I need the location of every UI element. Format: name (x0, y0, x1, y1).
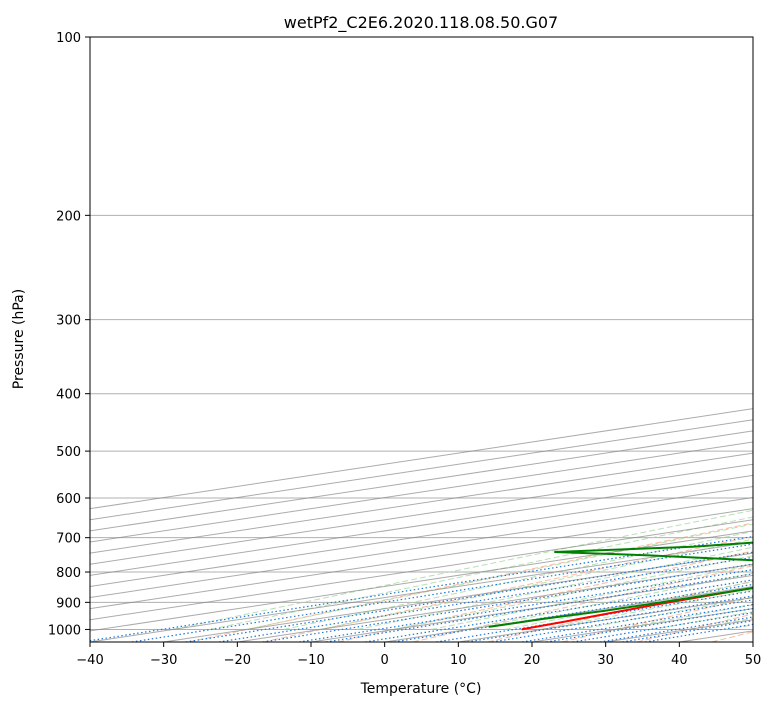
y-tick-label: 600 (56, 492, 81, 507)
x-tick-label: 20 (524, 653, 541, 668)
x-axis-ticks: −40 −30 −20 −10 0 10 20 30 40 50 (76, 642, 761, 668)
isotherm-line (90, 497, 753, 599)
moist-adiabat-line (283, 530, 753, 630)
x-axis-label: Temperature (°C) (360, 681, 482, 697)
mixing-ratio-line (326, 573, 753, 642)
isotherm-line (90, 463, 753, 565)
y-tick-label: 800 (56, 566, 81, 581)
x-tick-label: −30 (150, 653, 177, 668)
x-tick-label: −10 (297, 653, 324, 668)
y-tick-label: 400 (56, 388, 81, 403)
isotherm-line (90, 452, 753, 554)
y-tick-label: 900 (56, 596, 81, 611)
isotherm-line (90, 441, 753, 543)
moist-adiabat-line (210, 516, 753, 630)
moist-adiabat-line (541, 589, 753, 630)
isotherm-line (90, 508, 753, 610)
pressure-gridlines (90, 37, 753, 630)
x-tick-label: 0 (381, 653, 389, 668)
chart-title: wetPf2_C2E6.2020.118.08.50.G07 (284, 13, 558, 33)
plot-frame (89, 36, 754, 643)
mixing-ratio-line (299, 569, 753, 642)
moist-adiabat-line (320, 538, 753, 630)
x-tick-label: 10 (450, 653, 467, 668)
moist-adiabat-line (504, 581, 753, 630)
y-tick-label: 200 (56, 209, 81, 224)
moist-adiabat-line (246, 523, 753, 630)
y-tick-label: 300 (56, 314, 81, 329)
y-tick-label: 100 (56, 31, 81, 46)
moist-adiabats (173, 509, 753, 630)
y-tick-label: 1000 (48, 623, 81, 638)
plot-area: 403020100-100-90-80-70-60-50-40-30-20-10… (90, 37, 753, 642)
isotherm-line (90, 485, 753, 587)
x-tick-label: 30 (597, 653, 614, 668)
dry-adiabat-line (188, 522, 753, 642)
moist-adiabat-line (173, 509, 753, 630)
y-tick-label: 500 (56, 445, 81, 460)
y-axis-ticks: 100 200 300 400 500 600 700 800 900 1000 (48, 31, 90, 638)
mixing-ratio-line (365, 579, 753, 642)
x-tick-label: 50 (745, 653, 762, 668)
dry-adiabat-line (338, 550, 753, 642)
y-tick-label: 700 (56, 532, 81, 547)
x-tick-label: −40 (76, 653, 103, 668)
x-tick-label: −20 (224, 653, 251, 668)
isotherm-line (90, 519, 753, 621)
isotherms (90, 408, 753, 642)
mixing-ratio-line (185, 551, 753, 642)
isotherm-line (90, 474, 753, 576)
x-tick-label: 40 (671, 653, 688, 668)
y-axis-label: Pressure (hPa) (11, 289, 27, 389)
dry-adiabat-line (412, 565, 753, 642)
isotherm-line (90, 530, 753, 632)
